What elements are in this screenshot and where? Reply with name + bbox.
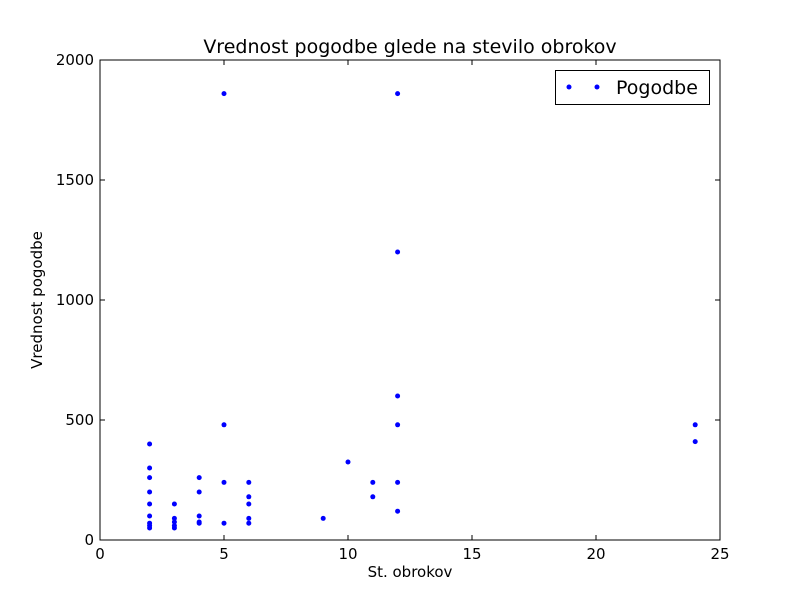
data-point <box>171 525 177 531</box>
data-point <box>395 393 401 399</box>
x-axis-label: St. obrokov <box>368 563 453 581</box>
data-point <box>147 501 153 507</box>
x-tick-label: 20 <box>586 545 605 563</box>
data-point <box>221 422 227 428</box>
x-tick-label: 10 <box>338 545 357 563</box>
x-tick-label: 15 <box>462 545 481 563</box>
x-tick-label: 5 <box>219 545 229 563</box>
y-tick-label: 1000 <box>56 291 94 309</box>
data-point <box>221 479 227 485</box>
data-point <box>196 513 202 519</box>
data-point <box>246 479 252 485</box>
data-point <box>345 459 351 465</box>
y-tick-label: 1500 <box>56 171 94 189</box>
data-point <box>147 475 153 481</box>
data-point <box>196 489 202 495</box>
data-point <box>171 519 177 525</box>
y-axis-label: Vrednost pogodbe <box>28 231 46 369</box>
data-point <box>196 520 202 526</box>
legend-marker <box>566 84 572 90</box>
data-point <box>246 520 252 526</box>
data-point <box>395 479 401 485</box>
y-tick-label: 2000 <box>56 51 94 69</box>
data-point <box>370 494 376 500</box>
data-point <box>147 525 153 531</box>
plot-area <box>99 59 721 541</box>
data-point <box>171 515 177 521</box>
data-point <box>221 520 227 526</box>
data-point <box>246 501 252 507</box>
x-tick-label: 25 <box>710 545 729 563</box>
data-point <box>147 489 153 495</box>
legend-label: Pogodbe <box>616 77 698 99</box>
data-point <box>147 513 153 519</box>
data-point <box>395 249 401 255</box>
data-point <box>221 91 227 97</box>
data-point <box>692 422 698 428</box>
data-point <box>692 439 698 445</box>
axis-ticks: 0 5 10 15 20 25 0 500 1000 1500 2000 <box>56 51 730 563</box>
data-point <box>320 515 326 521</box>
legend-marker <box>594 84 600 90</box>
data-point <box>246 515 252 521</box>
data-point <box>395 508 401 514</box>
data-point <box>246 494 252 500</box>
data-point <box>395 91 401 97</box>
data-point <box>171 501 177 507</box>
data-point <box>370 479 376 485</box>
y-tick-label: 0 <box>84 531 94 549</box>
data-point <box>147 465 153 471</box>
legend: Pogodbe <box>555 70 710 105</box>
y-tick-label: 500 <box>65 411 94 429</box>
x-tick-label: 0 <box>95 545 105 563</box>
data-point <box>196 475 202 481</box>
legend-box <box>555 70 710 105</box>
data-point <box>395 422 401 428</box>
data-point <box>147 441 153 447</box>
chart-title: Vrednost pogodbe glede na stevilo obroko… <box>203 36 616 58</box>
data-points <box>147 91 698 531</box>
